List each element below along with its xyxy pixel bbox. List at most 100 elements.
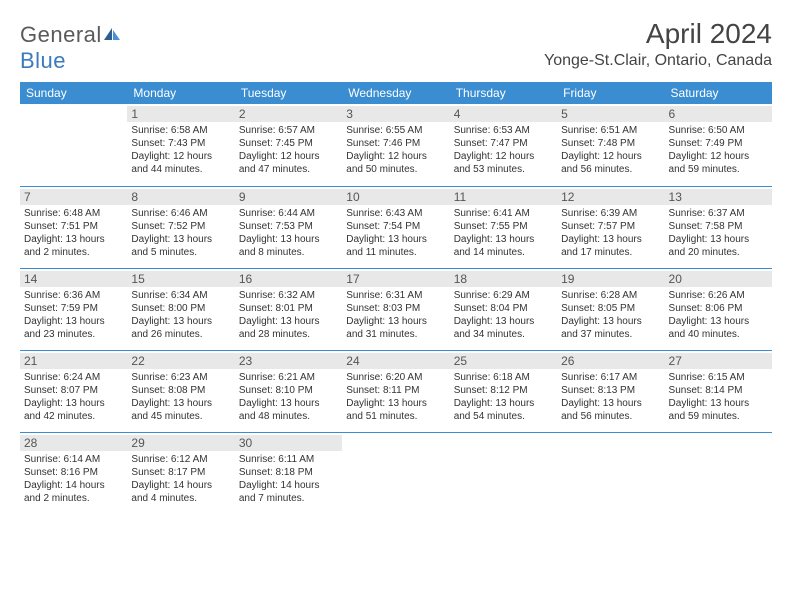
day-number: 10 xyxy=(342,189,449,205)
sunset-text: Sunset: 7:46 PM xyxy=(346,137,445,150)
sunrise-text: Sunrise: 6:17 AM xyxy=(561,371,660,384)
weekday-header: Monday xyxy=(127,82,234,104)
sunrise-text: Sunrise: 6:50 AM xyxy=(669,124,768,137)
calendar-day-empty xyxy=(20,104,127,186)
day-info: Sunrise: 6:32 AMSunset: 8:01 PMDaylight:… xyxy=(239,289,338,341)
calendar-day-empty xyxy=(665,432,772,514)
daylight-text: Daylight: 13 hours and 8 minutes. xyxy=(239,233,338,259)
daylight-text: Daylight: 13 hours and 34 minutes. xyxy=(454,315,553,341)
day-info: Sunrise: 6:39 AMSunset: 7:57 PMDaylight:… xyxy=(561,207,660,259)
sunset-text: Sunset: 7:55 PM xyxy=(454,220,553,233)
weekday-header: Tuesday xyxy=(235,82,342,104)
day-info: Sunrise: 6:46 AMSunset: 7:52 PMDaylight:… xyxy=(131,207,230,259)
daylight-text: Daylight: 12 hours and 56 minutes. xyxy=(561,150,660,176)
day-info: Sunrise: 6:12 AMSunset: 8:17 PMDaylight:… xyxy=(131,453,230,505)
calendar-day-empty xyxy=(342,432,449,514)
sunset-text: Sunset: 7:45 PM xyxy=(239,137,338,150)
day-number: 27 xyxy=(665,353,772,369)
day-number: 4 xyxy=(450,106,557,122)
page-header: General Blue April 2024 Yonge-St.Clair, … xyxy=(20,18,772,74)
sunset-text: Sunset: 7:43 PM xyxy=(131,137,230,150)
sail-icon xyxy=(102,26,122,42)
calendar-day: 6Sunrise: 6:50 AMSunset: 7:49 PMDaylight… xyxy=(665,104,772,186)
daylight-text: Daylight: 13 hours and 48 minutes. xyxy=(239,397,338,423)
sunset-text: Sunset: 8:18 PM xyxy=(239,466,338,479)
sunset-text: Sunset: 8:06 PM xyxy=(669,302,768,315)
brand-part1: General xyxy=(20,22,102,47)
sunset-text: Sunset: 7:53 PM xyxy=(239,220,338,233)
day-number: 11 xyxy=(450,189,557,205)
calendar-day: 27 Sunrise: 6:15 AMSunset: 8:14 PMDayligh… xyxy=(665,350,772,432)
sunrise-text: Sunrise: 6:31 AM xyxy=(346,289,445,302)
brand-logo: General Blue xyxy=(20,18,122,74)
day-info: Sunrise: 6:53 AMSunset: 7:47 PMDaylight:… xyxy=(454,124,553,176)
day-number: 17 xyxy=(342,271,449,287)
calendar-day-empty xyxy=(450,432,557,514)
month-title: April 2024 xyxy=(544,18,772,50)
day-number: 13 xyxy=(665,189,772,205)
day-number: 15 xyxy=(127,271,234,287)
day-info: Sunrise: 6:17 AMSunset: 8:13 PMDaylight:… xyxy=(561,371,660,423)
daylight-text: Daylight: 13 hours and 11 minutes. xyxy=(346,233,445,259)
day-number: 7 xyxy=(20,189,127,205)
sunrise-text: Sunrise: 6:29 AM xyxy=(454,289,553,302)
day-info: Sunrise: 6:18 AMSunset: 8:12 PMDaylight:… xyxy=(454,371,553,423)
sunrise-text: Sunrise: 6:24 AM xyxy=(24,371,123,384)
sunrise-text: Sunrise: 6:41 AM xyxy=(454,207,553,220)
calendar-day-empty xyxy=(557,432,664,514)
sunrise-text: Sunrise: 6:14 AM xyxy=(24,453,123,466)
sunrise-text: Sunrise: 6:58 AM xyxy=(131,124,230,137)
sunset-text: Sunset: 8:10 PM xyxy=(239,384,338,397)
day-number: 12 xyxy=(557,189,664,205)
daylight-text: Daylight: 13 hours and 26 minutes. xyxy=(131,315,230,341)
day-number: 14 xyxy=(20,271,127,287)
sunset-text: Sunset: 8:13 PM xyxy=(561,384,660,397)
day-number: 30 xyxy=(235,435,342,451)
daylight-text: Daylight: 12 hours and 44 minutes. xyxy=(131,150,230,176)
day-number: 23 xyxy=(235,353,342,369)
day-info: Sunrise: 6:43 AMSunset: 7:54 PMDaylight:… xyxy=(346,207,445,259)
calendar-day: 13Sunrise: 6:37 AMSunset: 7:58 PMDayligh… xyxy=(665,186,772,268)
calendar-day: 22Sunrise: 6:23 AMSunset: 8:08 PMDayligh… xyxy=(127,350,234,432)
day-info: Sunrise: 6:58 AMSunset: 7:43 PMDaylight:… xyxy=(131,124,230,176)
sunrise-text: Sunrise: 6:36 AM xyxy=(24,289,123,302)
calendar-day: 5Sunrise: 6:51 AMSunset: 7:48 PMDaylight… xyxy=(557,104,664,186)
daylight-text: Daylight: 13 hours and 59 minutes. xyxy=(669,397,768,423)
calendar-day: 11 Sunrise: 6:41 AMSunset: 7:55 PMDayligh… xyxy=(450,186,557,268)
sunrise-text: Sunrise: 6:53 AM xyxy=(454,124,553,137)
sunset-text: Sunset: 8:14 PM xyxy=(669,384,768,397)
sunset-text: Sunset: 8:11 PM xyxy=(346,384,445,397)
sunset-text: Sunset: 7:49 PM xyxy=(669,137,768,150)
daylight-text: Daylight: 13 hours and 40 minutes. xyxy=(669,315,768,341)
day-number: 19 xyxy=(557,271,664,287)
day-info: Sunrise: 6:15 AMSunset: 8:14 PMDaylight:… xyxy=(669,371,768,423)
calendar-week: 14Sunrise: 6:36 AMSunset: 7:59 PMDayligh… xyxy=(20,268,772,350)
sunset-text: Sunset: 7:51 PM xyxy=(24,220,123,233)
calendar-day: 29Sunrise: 6:12 AMSunset: 8:17 PMDayligh… xyxy=(127,432,234,514)
day-info: Sunrise: 6:26 AMSunset: 8:06 PMDaylight:… xyxy=(669,289,768,341)
daylight-text: Daylight: 13 hours and 2 minutes. xyxy=(24,233,123,259)
daylight-text: Daylight: 14 hours and 4 minutes. xyxy=(131,479,230,505)
daylight-text: Daylight: 13 hours and 14 minutes. xyxy=(454,233,553,259)
sunset-text: Sunset: 7:52 PM xyxy=(131,220,230,233)
day-number: 2 xyxy=(235,106,342,122)
calendar-day: 18Sunrise: 6:29 AMSunset: 8:04 PMDayligh… xyxy=(450,268,557,350)
daylight-text: Daylight: 13 hours and 31 minutes. xyxy=(346,315,445,341)
sunrise-text: Sunrise: 6:57 AM xyxy=(239,124,338,137)
day-number: 1 xyxy=(127,106,234,122)
day-info: Sunrise: 6:11 AMSunset: 8:18 PMDaylight:… xyxy=(239,453,338,505)
day-info: Sunrise: 6:41 AMSunset: 7:55 PMDaylight:… xyxy=(454,207,553,259)
calendar-day: 15Sunrise: 6:34 AMSunset: 8:00 PMDayligh… xyxy=(127,268,234,350)
sunrise-text: Sunrise: 6:34 AM xyxy=(131,289,230,302)
calendar-page: General Blue April 2024 Yonge-St.Clair, … xyxy=(0,0,792,514)
sunset-text: Sunset: 7:48 PM xyxy=(561,137,660,150)
sunset-text: Sunset: 7:54 PM xyxy=(346,220,445,233)
day-number: 16 xyxy=(235,271,342,287)
day-number: 28 xyxy=(20,435,127,451)
sunset-text: Sunset: 8:05 PM xyxy=(561,302,660,315)
day-info: Sunrise: 6:23 AMSunset: 8:08 PMDaylight:… xyxy=(131,371,230,423)
daylight-text: Daylight: 13 hours and 56 minutes. xyxy=(561,397,660,423)
sunrise-text: Sunrise: 6:48 AM xyxy=(24,207,123,220)
daylight-text: Daylight: 14 hours and 7 minutes. xyxy=(239,479,338,505)
day-number: 3 xyxy=(342,106,449,122)
